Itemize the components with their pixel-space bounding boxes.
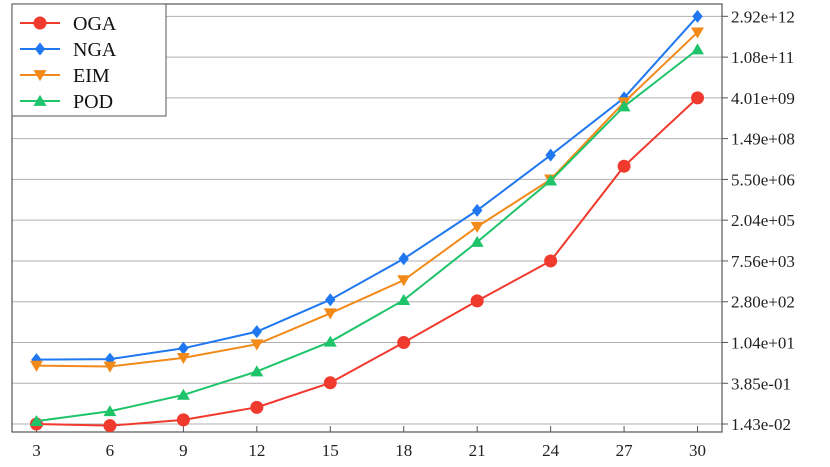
data-point xyxy=(250,365,264,377)
data-point xyxy=(397,335,411,349)
data-point xyxy=(33,94,47,106)
legend-label: POD xyxy=(73,91,113,113)
data-point xyxy=(323,376,337,390)
data-point xyxy=(544,174,558,186)
series-line xyxy=(36,97,699,427)
data-point xyxy=(103,419,117,433)
legend-label: EIM xyxy=(73,65,110,87)
data-point xyxy=(33,70,47,82)
y-axis: 1.43e-02 3.85e-01 1.04e+01 2.80e+02 7.56e+03… xyxy=(722,7,795,434)
series-line xyxy=(36,31,699,368)
data-point xyxy=(691,91,705,105)
y-tick-label: 4.01e+09 xyxy=(731,89,795,108)
legend-item-eim: EIM xyxy=(20,65,110,87)
data-point xyxy=(691,27,705,39)
x-tick-label: 12 xyxy=(248,441,265,460)
data-point xyxy=(176,388,190,400)
data-point xyxy=(471,203,483,217)
x-tick-label: 6 xyxy=(106,441,115,460)
x-tick-label: 9 xyxy=(179,441,188,460)
data-point xyxy=(398,252,409,266)
series-pod xyxy=(29,43,705,427)
data-point xyxy=(103,361,117,373)
y-tick-label: 1.43e-02 xyxy=(731,415,791,434)
data-point xyxy=(323,308,337,320)
data-point xyxy=(397,275,411,287)
x-tick-label: 27 xyxy=(616,441,634,460)
data-point xyxy=(33,16,47,30)
series-oga xyxy=(29,91,705,433)
data-point xyxy=(544,254,558,268)
data-point xyxy=(176,413,190,427)
series-line xyxy=(36,48,699,423)
data-point xyxy=(470,235,484,247)
data-point xyxy=(176,352,190,365)
legend: OGA NGA EIM POD xyxy=(11,3,167,117)
data-point xyxy=(178,341,189,355)
data-point xyxy=(397,293,411,305)
y-tick-label: 5.50e+06 xyxy=(731,170,795,189)
series-layer xyxy=(29,9,705,433)
y-tick-label: 2.04e+05 xyxy=(731,211,795,230)
data-point xyxy=(617,159,631,173)
plot-frame xyxy=(11,3,723,433)
legend-item-oga: OGA xyxy=(20,13,117,35)
data-point xyxy=(250,400,264,414)
data-point xyxy=(617,100,631,112)
data-point xyxy=(692,9,703,23)
y-tick-label: 1.08e+11 xyxy=(731,48,794,67)
data-point xyxy=(251,325,263,339)
data-point xyxy=(325,293,336,307)
data-point xyxy=(34,42,46,56)
y-tick-label: 7.56e+03 xyxy=(731,252,795,271)
series-line xyxy=(36,15,699,361)
y-tick-label: 3.85e-01 xyxy=(731,374,791,393)
data-point xyxy=(29,360,43,372)
data-point xyxy=(323,335,337,347)
x-tick-label: 18 xyxy=(395,441,412,460)
data-point xyxy=(250,339,264,351)
legend-label: NGA xyxy=(73,39,117,61)
x-tick-label: 24 xyxy=(542,441,560,460)
data-point xyxy=(470,221,484,233)
series-eim xyxy=(29,27,705,373)
data-point xyxy=(29,414,43,427)
x-tick-label: 21 xyxy=(469,441,486,460)
data-point xyxy=(691,43,705,55)
legend-item-pod: POD xyxy=(20,91,113,113)
data-point xyxy=(103,405,117,417)
y-tick-label: 1.04e+01 xyxy=(731,333,795,352)
y-tick-label: 2.92e+12 xyxy=(731,7,795,26)
data-point xyxy=(545,148,556,162)
x-tick-label: 30 xyxy=(689,441,706,460)
x-axis: 3 6 9 12 15 18 21 24 27 30 xyxy=(32,426,706,460)
x-tick-label: 15 xyxy=(322,441,339,460)
legend-label: OGA xyxy=(73,13,117,35)
y-tick-label: 2.80e+02 xyxy=(731,293,795,312)
legend-item-nga: NGA xyxy=(20,39,117,61)
x-tick-label: 3 xyxy=(32,441,41,460)
y-tick-label: 1.49e+08 xyxy=(731,130,795,149)
data-point xyxy=(470,294,484,308)
